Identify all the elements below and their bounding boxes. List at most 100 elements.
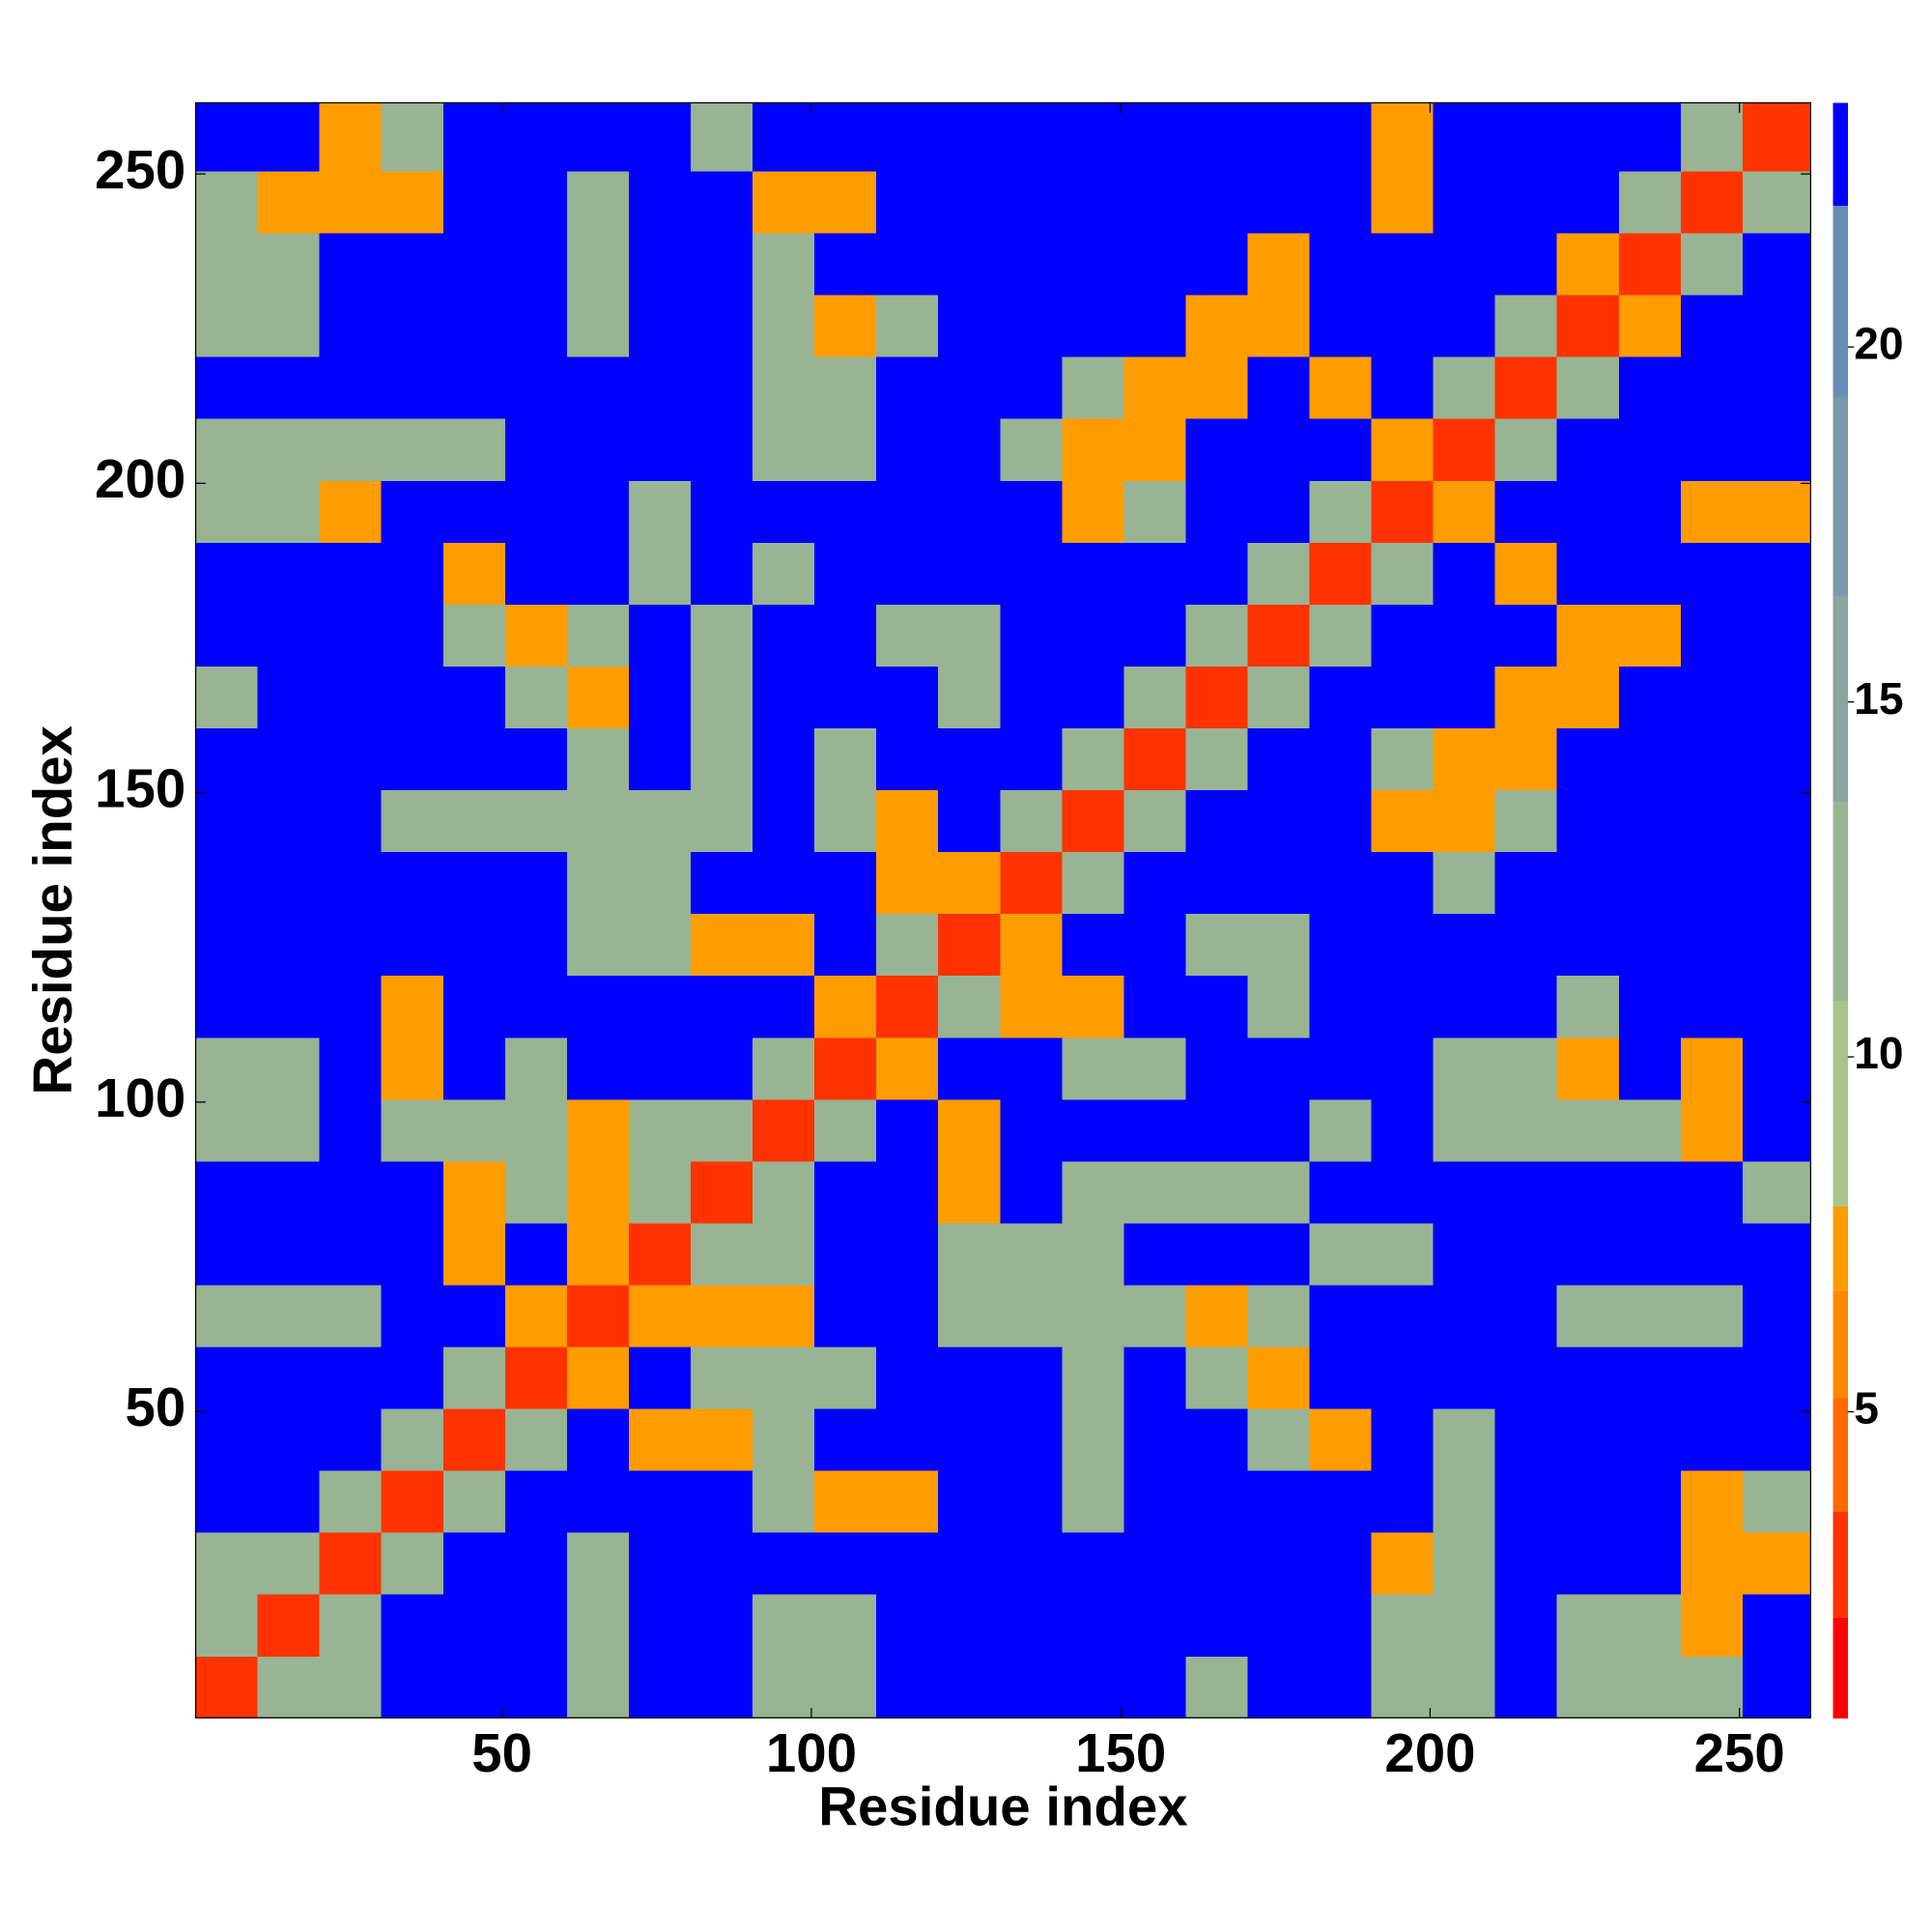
heatmap-cell xyxy=(195,913,259,977)
heatmap-cell xyxy=(1494,170,1558,234)
heatmap-cell xyxy=(814,1098,877,1162)
heatmap-cell xyxy=(1062,1594,1125,1657)
heatmap-cell xyxy=(1556,1098,1620,1162)
heatmap-cell xyxy=(938,1656,1001,1719)
heatmap-cell xyxy=(319,1656,383,1719)
heatmap-cell xyxy=(442,232,506,296)
heatmap-cell xyxy=(442,1407,506,1471)
heatmap-cell xyxy=(1680,232,1744,296)
heatmap-cell xyxy=(1680,102,1744,172)
heatmap-cell xyxy=(938,1407,1001,1471)
heatmap-cell xyxy=(257,1594,321,1657)
heatmap-cell xyxy=(566,1532,630,1595)
heatmap-cell xyxy=(195,604,259,667)
heatmap-cell xyxy=(195,418,259,481)
heatmap-cell xyxy=(628,480,692,543)
heatmap-cell xyxy=(1371,727,1435,791)
heatmap-cell xyxy=(1000,102,1063,172)
heatmap-cell xyxy=(1309,170,1373,234)
heatmap-cell xyxy=(195,102,259,172)
heatmap-cell xyxy=(1618,418,1682,481)
heatmap-cell xyxy=(1062,418,1125,481)
heatmap-cell xyxy=(1123,232,1187,296)
heatmap-cell xyxy=(1185,1284,1249,1348)
heatmap-cell xyxy=(1433,666,1496,728)
heatmap-cell xyxy=(1742,1469,1811,1533)
heatmap-cell xyxy=(504,232,568,296)
heatmap-cell xyxy=(1680,913,1744,977)
heatmap-cell xyxy=(1247,356,1311,419)
heatmap-cell xyxy=(1185,232,1249,296)
heatmap-cell xyxy=(1433,1656,1496,1719)
heatmap-cell xyxy=(938,1098,1001,1162)
heatmap-cell xyxy=(753,1160,815,1224)
heatmap-cell xyxy=(1123,480,1187,543)
heatmap-cell xyxy=(1371,851,1435,915)
heatmap-cell xyxy=(1680,294,1744,357)
heatmap-cell xyxy=(814,1594,877,1657)
heatmap-cell xyxy=(1247,727,1311,791)
heatmap-cell xyxy=(566,542,630,605)
heatmap-cell xyxy=(753,789,815,853)
heatmap-cell xyxy=(1680,480,1744,543)
heatmap-cell xyxy=(1742,102,1811,172)
heatmap-cell xyxy=(1062,1222,1125,1286)
heatmap-cell xyxy=(876,1656,939,1719)
heatmap-cell xyxy=(1618,170,1682,234)
heatmap-cell xyxy=(814,727,877,791)
heatmap-cell xyxy=(628,666,692,728)
heatmap-cell xyxy=(504,1160,568,1224)
heatmap-cell xyxy=(566,727,630,791)
heatmap-cell xyxy=(504,1037,568,1100)
heatmap-cell xyxy=(566,170,630,234)
heatmap-cell xyxy=(1247,1098,1311,1162)
heatmap-cell xyxy=(628,1532,692,1595)
heatmap-cell xyxy=(504,851,568,915)
heatmap-cell xyxy=(381,1532,444,1595)
heatmap-cell xyxy=(442,666,506,728)
heatmap-cell xyxy=(1247,1284,1311,1348)
heatmap-cell xyxy=(1371,480,1435,543)
heatmap-cell xyxy=(1742,1346,1811,1409)
heatmap-cell xyxy=(1433,102,1496,172)
heatmap-cell xyxy=(319,1594,383,1657)
heatmap-cell xyxy=(1494,356,1558,419)
heatmap-cell xyxy=(442,789,506,853)
heatmap-cell xyxy=(1680,789,1744,853)
heatmap-cell xyxy=(257,727,321,791)
heatmap-cell xyxy=(1371,1284,1435,1348)
heatmap-cell xyxy=(1062,1532,1125,1595)
heatmap-cell xyxy=(1556,418,1620,481)
heatmap-cell xyxy=(690,1656,753,1719)
heatmap-cell xyxy=(753,1284,815,1348)
heatmap-cell xyxy=(257,542,321,605)
heatmap-cell xyxy=(938,851,1001,915)
heatmap-cell xyxy=(442,1222,506,1286)
heatmap-cell xyxy=(1185,356,1249,419)
heatmap-cell xyxy=(1247,232,1311,296)
heatmap-cell xyxy=(566,1407,630,1471)
heatmap-cell xyxy=(504,170,568,234)
heatmap-cell xyxy=(442,480,506,543)
heatmap-cell xyxy=(381,1407,444,1471)
heatmap-cell xyxy=(876,356,939,419)
heatmap-cell xyxy=(753,1594,815,1657)
heatmap-cell xyxy=(1185,789,1249,853)
heatmap-cell xyxy=(1247,102,1311,172)
y-axis-label: Residue index xyxy=(22,725,83,1094)
heatmap-cell xyxy=(566,232,630,296)
heatmap-cell xyxy=(876,851,939,915)
heatmap-cell xyxy=(1000,1532,1063,1595)
heatmap-cell xyxy=(566,102,630,172)
heatmap-cell xyxy=(442,1656,506,1719)
heatmap-cell xyxy=(1742,170,1811,234)
heatmap-cell xyxy=(319,356,383,419)
heatmap-cell xyxy=(195,1160,259,1224)
heatmap-cell xyxy=(628,1469,692,1533)
heatmap-cell xyxy=(195,1469,259,1533)
heatmap-cell xyxy=(1309,418,1373,481)
heatmap-cell xyxy=(1185,1407,1249,1471)
heatmap-cell xyxy=(628,1407,692,1471)
heatmap-cell xyxy=(1433,232,1496,296)
